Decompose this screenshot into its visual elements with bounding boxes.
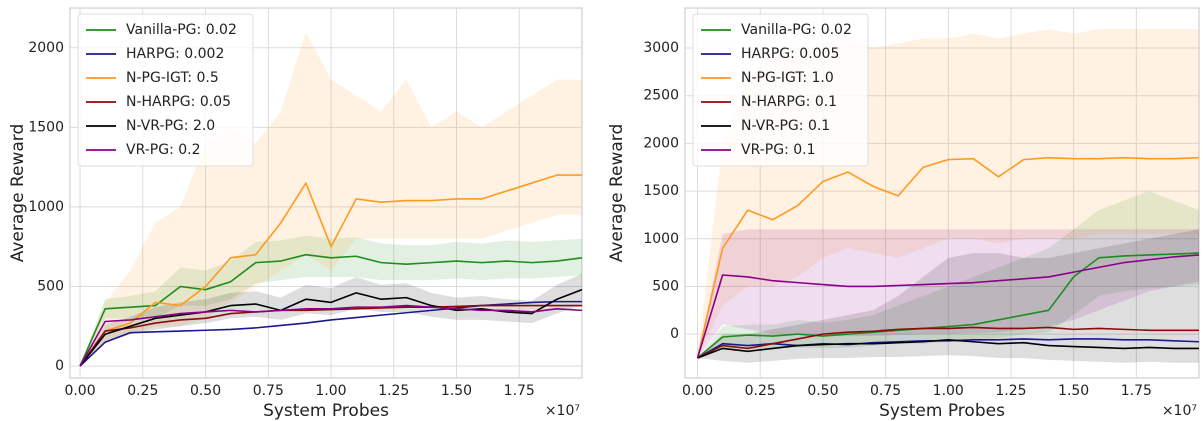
- series-line: [79, 304, 582, 367]
- x-tick-label: 1.00: [933, 383, 964, 399]
- x-tick-label: 0.25: [127, 383, 158, 399]
- x-tick-label: 0.00: [64, 383, 95, 399]
- y-tick-label: 2000: [643, 135, 679, 151]
- legend-label: N-HARPG: 0.1: [741, 94, 837, 110]
- legend-label: N-HARPG: 0.05: [126, 94, 231, 110]
- series-line: [696, 156, 1199, 359]
- chart: 0.00 0.25 0.50 0.75 1.00 1.25 1.50 1.75 0 500 1000…: [8, 7, 583, 421]
- x-tick-label: 0.50: [190, 383, 221, 399]
- legend-label: Vanilla-PG: 0.02: [741, 22, 852, 38]
- legend: Vanilla-PG: 0.02 HARPG: 0.005 N-PG-IGT: 1.…: [692, 13, 869, 167]
- confidence-band: [80, 235, 582, 367]
- legend-label: N-PG-IGT: 0.5: [126, 70, 219, 86]
- series-line: [697, 252, 1199, 359]
- y-axis-label: Average Reward: [607, 124, 627, 263]
- series-line: [79, 174, 582, 367]
- x-tick-label: 1.25: [995, 383, 1026, 399]
- x-tick-label: 0.25: [745, 383, 776, 399]
- x-tick-label: 0.50: [807, 383, 838, 399]
- legend: Vanilla-PG: 0.02 HARPG: 0.002 N-PG-IGT: 0.…: [77, 13, 254, 167]
- y-tick-label: 2500: [643, 88, 679, 104]
- series-line: [697, 326, 1199, 359]
- y-tick-label: 0: [670, 326, 679, 342]
- y-tick-label: 2000: [28, 40, 64, 56]
- legend-label: HARPG: 0.005: [741, 46, 839, 62]
- plot-layer: [79, 31, 582, 367]
- x-tick-label: 1.00: [315, 383, 346, 399]
- x-tick-label: 1.25: [378, 383, 409, 399]
- y-tick-label: 1500: [643, 183, 679, 199]
- legend-label: N-VR-PG: 0.1: [741, 118, 830, 134]
- x-axis-label: System Probes: [263, 401, 389, 421]
- y-tick-label: 500: [652, 278, 679, 294]
- series-line: [79, 300, 582, 367]
- series-line: [79, 253, 582, 367]
- legend-label: N-VR-PG: 2.0: [126, 118, 215, 134]
- x-tick-label: 1.50: [441, 383, 472, 399]
- y-tick-label: 1000: [643, 231, 679, 247]
- x-tick-label: 1.50: [1058, 383, 1089, 399]
- series-line: [696, 254, 1199, 359]
- series-line: [697, 338, 1199, 359]
- y-tick-label: 1000: [28, 199, 64, 215]
- legend-label: VR-PG: 0.2: [126, 142, 201, 158]
- y-tick-label: 1500: [28, 119, 64, 135]
- y-tick-label: 500: [37, 278, 64, 294]
- y-tick-label: 0: [55, 358, 64, 374]
- x-axis-label: System Probes: [879, 401, 1005, 421]
- legend-label: N-PG-IGT: 1.0: [741, 70, 834, 86]
- x-multiplier: ×10⁷: [545, 403, 580, 419]
- x-multiplier: ×10⁷: [1162, 403, 1197, 419]
- y-axis-label: Average Reward: [8, 124, 28, 263]
- x-tick-label: 0.75: [870, 383, 901, 399]
- confidence-band: [697, 191, 1199, 358]
- x-tick-label: 1.75: [504, 383, 535, 399]
- series-line: [697, 339, 1199, 359]
- confidence-band: [697, 229, 1199, 358]
- legend-label: VR-PG: 0.1: [741, 142, 816, 158]
- chart: 0.00 0.25 0.50 0.75 1.00 1.25 1.50 1.75 0 500 1000…: [607, 7, 1200, 421]
- x-tick-label: 0.75: [253, 383, 284, 399]
- y-tick-label: 3000: [643, 40, 679, 56]
- legend-label: HARPG: 0.002: [126, 46, 224, 62]
- confidence-band: [80, 31, 582, 367]
- x-tick-label: 1.75: [1121, 383, 1152, 399]
- legend-label: Vanilla-PG: 0.02: [126, 22, 237, 38]
- x-tick-label: 0.00: [682, 383, 713, 399]
- legend-box: [692, 13, 869, 167]
- legend-box: [77, 13, 254, 167]
